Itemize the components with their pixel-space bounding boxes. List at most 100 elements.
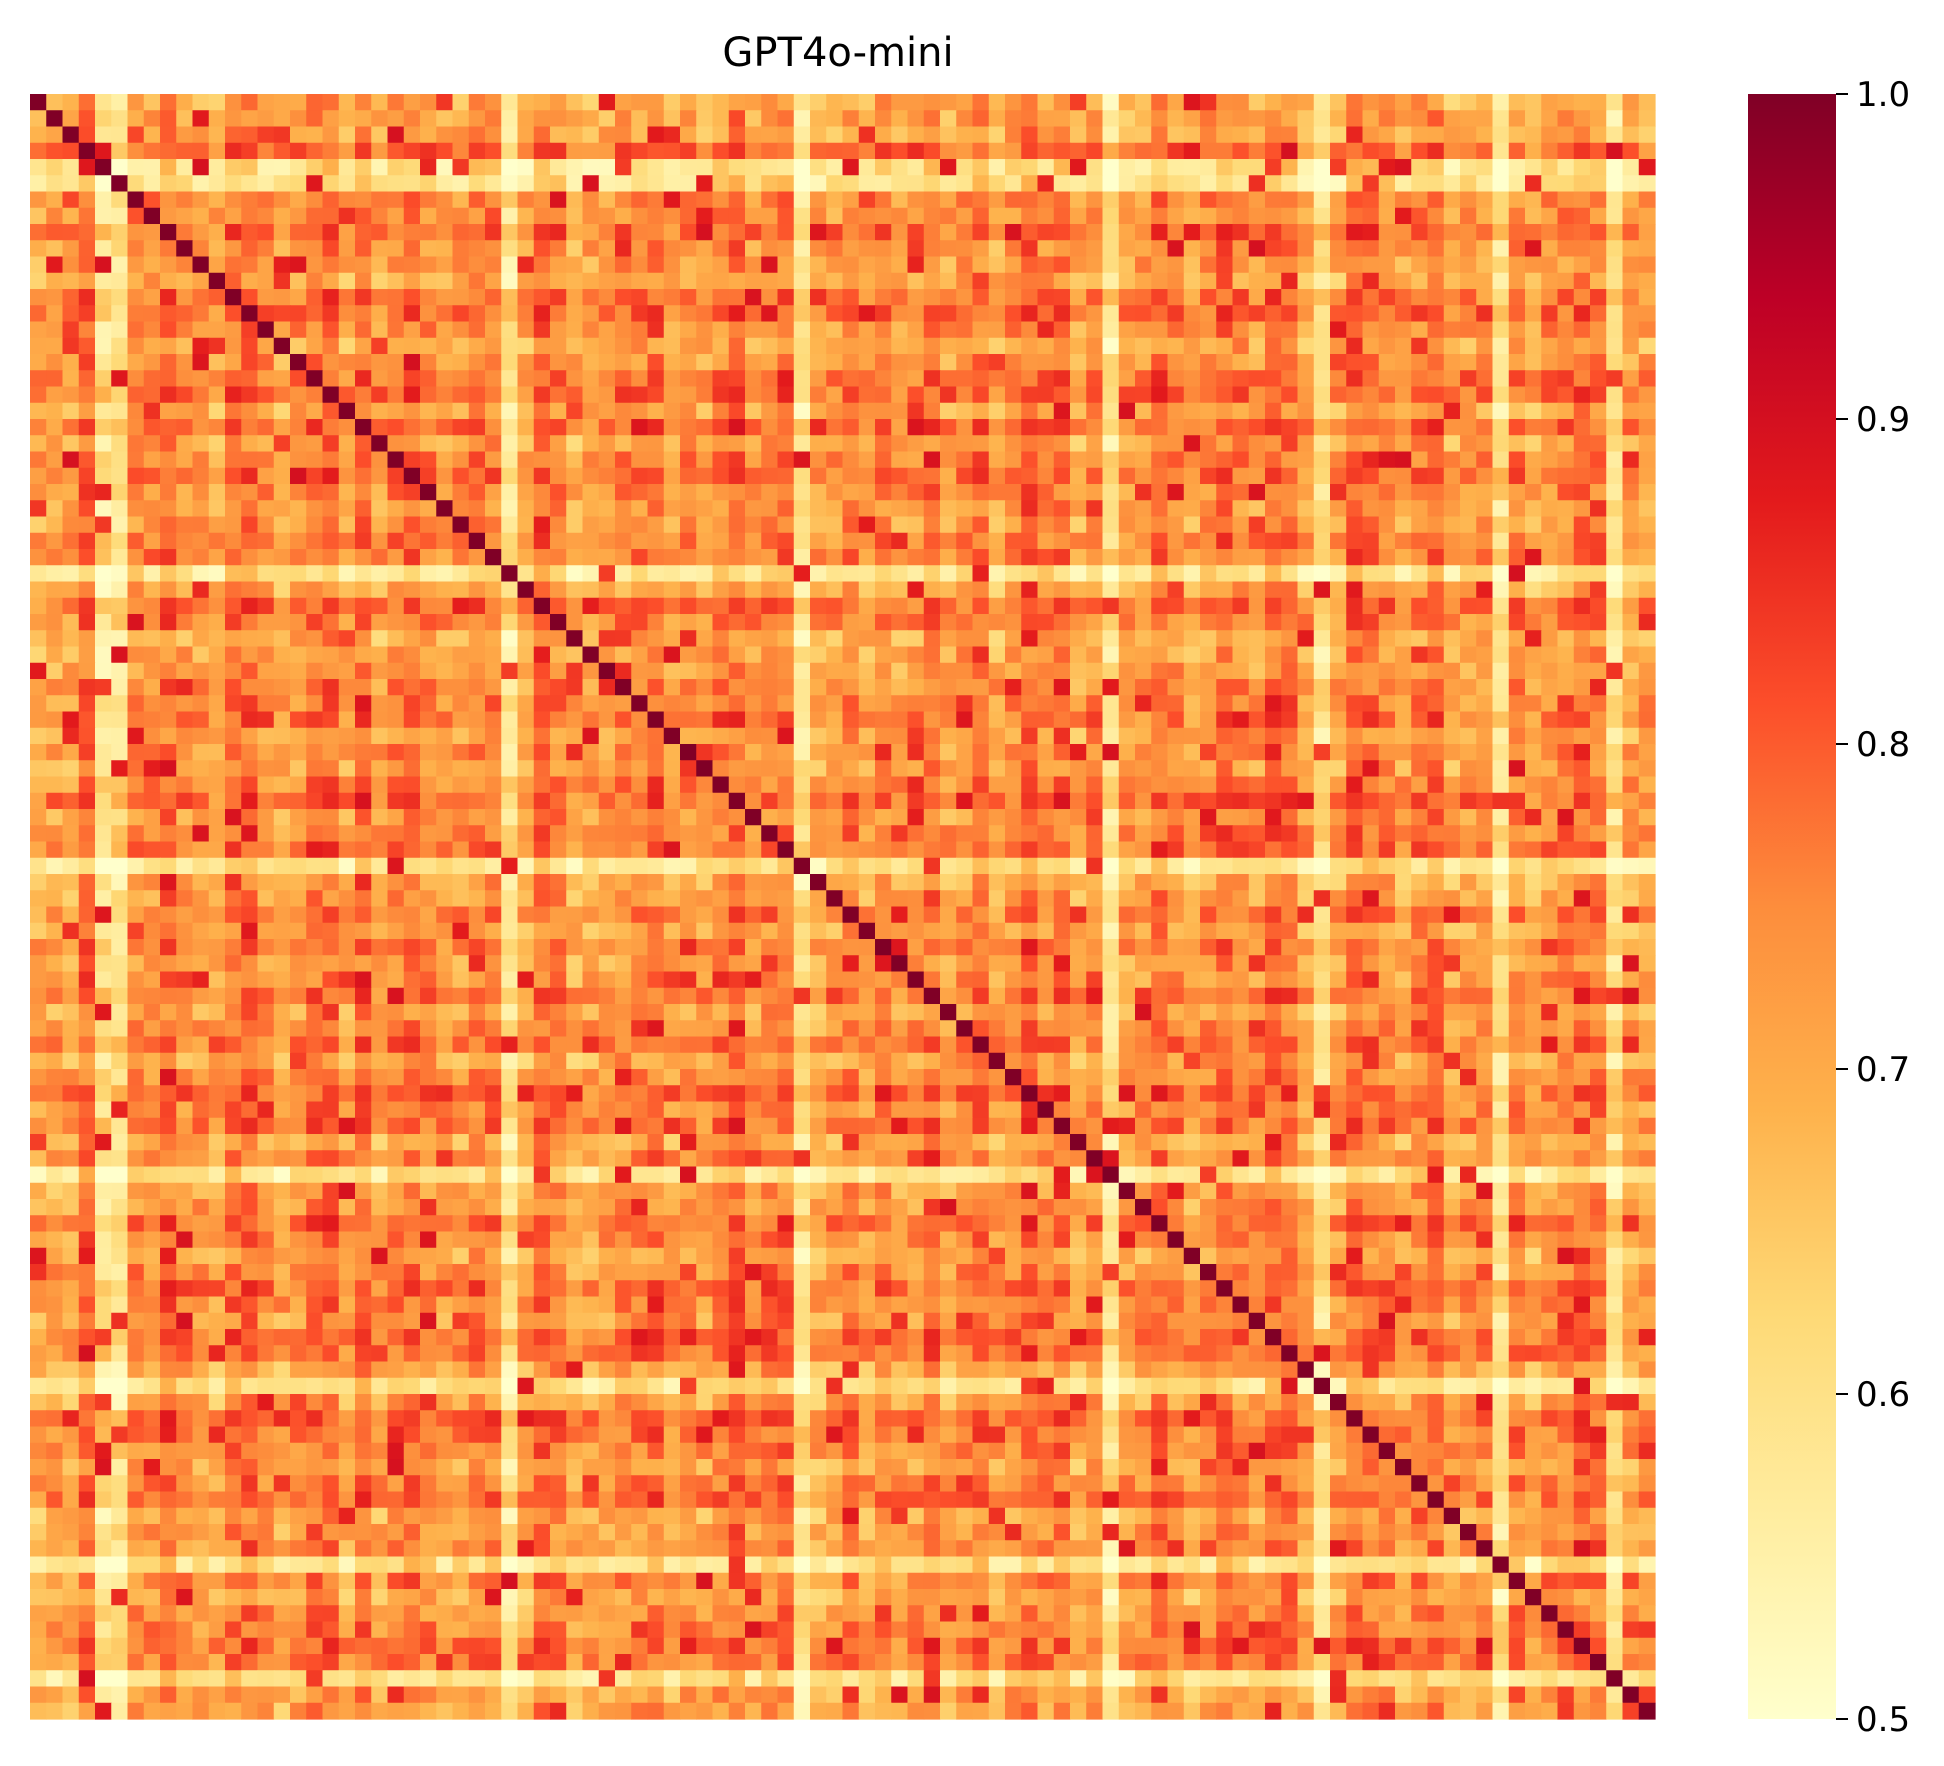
heatmap-cell — [1102, 581, 1120, 599]
heatmap-cell — [550, 549, 567, 566]
heatmap-cell — [712, 516, 730, 534]
heatmap-cell — [1265, 809, 1282, 826]
heatmap-cell — [1378, 321, 1396, 339]
heatmap-cell — [468, 500, 486, 518]
heatmap-cell — [1102, 159, 1120, 176]
heatmap-cell — [176, 289, 194, 306]
heatmap-cell — [273, 272, 291, 290]
heatmap-cell — [582, 159, 600, 176]
heatmap-cell — [1167, 679, 1185, 696]
heatmap-cell — [1622, 776, 1640, 794]
heatmap-cell — [485, 727, 502, 745]
heatmap-cell — [485, 110, 502, 128]
heatmap-cell — [1427, 679, 1445, 696]
heatmap-cell — [696, 256, 714, 274]
heatmap-cell — [371, 110, 389, 128]
heatmap-cell — [1281, 126, 1299, 144]
heatmap-cell — [647, 94, 665, 111]
heatmap-cell — [468, 305, 486, 323]
heatmap-cell — [631, 890, 649, 908]
heatmap-cell — [160, 549, 177, 566]
heatmap-cell — [923, 500, 941, 518]
heatmap-cell — [338, 419, 356, 436]
heatmap-cell — [680, 207, 697, 225]
heatmap-cell — [1232, 646, 1250, 664]
heatmap-cell — [176, 646, 194, 664]
heatmap-cell — [192, 224, 210, 241]
heatmap-cell — [1427, 451, 1445, 469]
heatmap-cell — [1541, 207, 1559, 225]
heatmap-cell — [1476, 451, 1494, 469]
heatmap-cell — [1362, 191, 1380, 209]
heatmap-cell — [1005, 321, 1022, 339]
heatmap-cell — [46, 354, 64, 371]
heatmap-cell — [647, 224, 665, 241]
heatmap-cell — [745, 419, 762, 436]
heatmap-cell — [891, 110, 909, 128]
heatmap-cell — [1525, 289, 1542, 306]
heatmap-cell — [598, 142, 616, 160]
heatmap-cell — [1395, 841, 1412, 859]
heatmap-cell — [631, 370, 649, 388]
heatmap-cell — [696, 435, 714, 453]
heatmap-cell — [1590, 256, 1607, 274]
heatmap-cell — [598, 126, 616, 144]
heatmap-cell — [1638, 240, 1656, 258]
heatmap-cell — [517, 305, 535, 323]
heatmap-cell — [777, 679, 795, 696]
heatmap-cell — [1135, 126, 1152, 144]
heatmap-cell — [1476, 825, 1494, 843]
heatmap-cell — [501, 825, 519, 843]
heatmap-cell — [1638, 662, 1656, 680]
heatmap-cell — [598, 597, 616, 615]
heatmap-cell — [257, 451, 275, 469]
heatmap-cell — [1378, 516, 1396, 534]
heatmap-cell — [566, 874, 584, 891]
heatmap-cell — [95, 857, 112, 875]
heatmap-cell — [78, 142, 96, 160]
heatmap-cell — [1508, 679, 1526, 696]
heatmap-cell — [1297, 711, 1315, 729]
heatmap-cell — [1638, 451, 1656, 469]
heatmap-cell — [1183, 809, 1201, 826]
heatmap-cell — [1443, 760, 1461, 778]
heatmap-cell — [1183, 110, 1201, 128]
heatmap-cell — [192, 321, 210, 339]
heatmap-cell — [322, 857, 340, 875]
heatmap-cell — [1021, 142, 1039, 160]
heatmap-cell — [858, 207, 876, 225]
heatmap-cell — [290, 565, 307, 583]
heatmap-cell — [338, 532, 356, 550]
heatmap-cell — [127, 695, 145, 713]
heatmap-cell — [306, 337, 324, 355]
heatmap-cell — [371, 727, 389, 745]
heatmap-cell — [371, 825, 389, 843]
heatmap-cell — [956, 419, 974, 436]
heatmap-cell — [30, 581, 47, 599]
heatmap-cell — [810, 451, 827, 469]
heatmap-cell — [1005, 289, 1022, 306]
heatmap-cell — [192, 597, 210, 615]
heatmap-cell — [566, 370, 584, 388]
heatmap-cell — [680, 679, 697, 696]
heatmap-cell — [1573, 857, 1591, 875]
heatmap-cell — [322, 207, 340, 225]
heatmap-cell — [956, 142, 974, 160]
heatmap-cell — [1411, 207, 1429, 225]
heatmap-cell — [1118, 727, 1136, 745]
heatmap-cell — [46, 484, 64, 501]
heatmap-cell — [1102, 175, 1120, 193]
heatmap-cell — [160, 727, 177, 745]
heatmap-cell — [355, 809, 372, 826]
heatmap-cell — [777, 240, 795, 258]
heatmap-cell — [1525, 549, 1542, 566]
heatmap-cell — [1508, 451, 1526, 469]
heatmap-cell — [208, 549, 226, 566]
heatmap-cell — [858, 224, 876, 241]
heatmap-cell — [550, 695, 567, 713]
heatmap-cell — [1411, 467, 1429, 485]
heatmap-cell — [1557, 776, 1575, 794]
heatmap-cell — [842, 207, 860, 225]
heatmap-cell — [1622, 630, 1640, 648]
heatmap-cell — [1200, 191, 1217, 209]
